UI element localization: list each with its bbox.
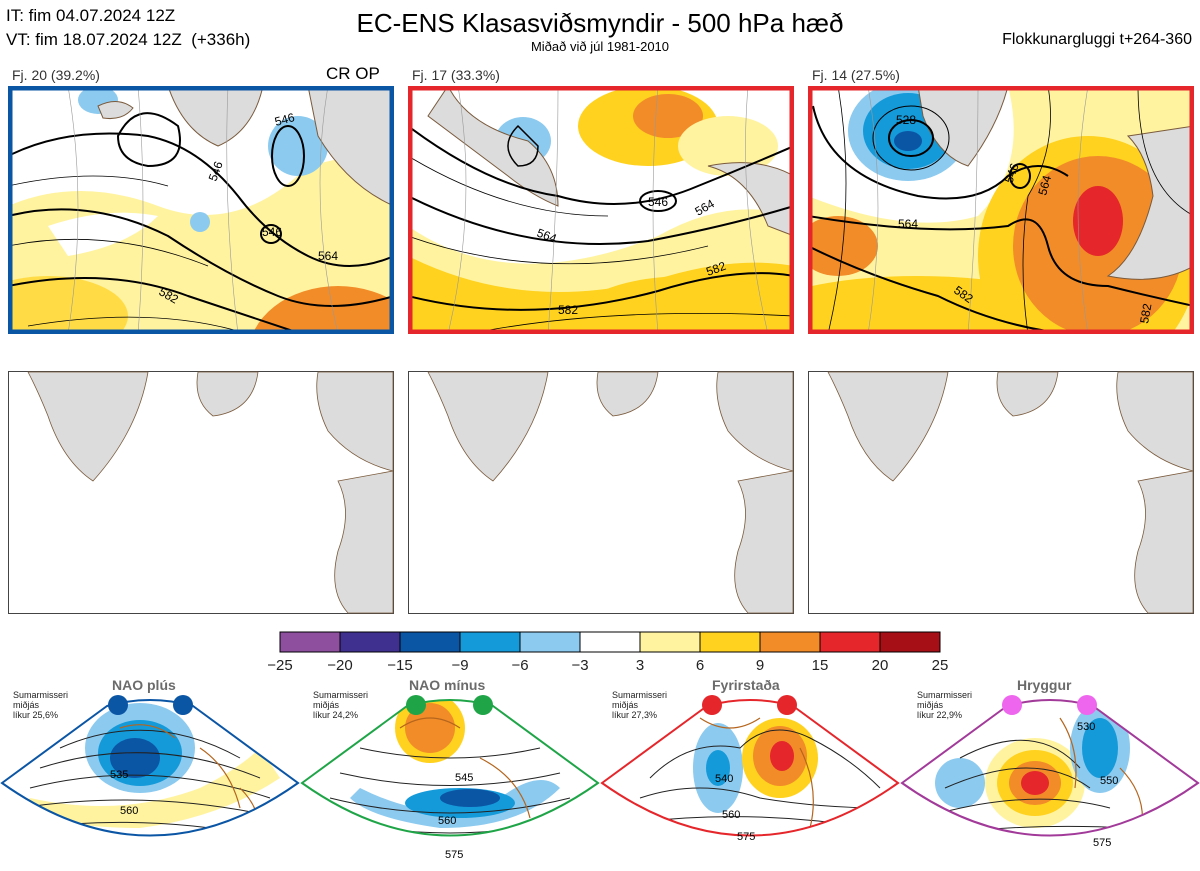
colorbar-tick-label: −25 <box>267 657 292 674</box>
colorbar-swatch <box>579 631 641 653</box>
colorbar-tick-label: 9 <box>756 657 764 674</box>
panel-2-border <box>408 86 794 334</box>
header-info: IT: fim 04.07.2024 12Z VT: fim 18.07.202… <box>6 4 250 52</box>
colorbar-swatch <box>519 631 581 653</box>
cluster-map-3: 528 546 564 564 582 582 <box>808 86 1194 334</box>
valid-time: VT: fim 18.07.2024 12Z (+336h) <box>6 30 251 49</box>
panel-3-label: Fj. 14 (27.5%) <box>812 67 900 83</box>
regime-dot <box>1077 695 1097 715</box>
contour-label: 582 <box>1137 302 1154 324</box>
blank-map-1 <box>8 371 394 614</box>
regime-outline <box>900 699 1200 837</box>
regime-contour-label: 545 <box>455 772 473 784</box>
regime-contour-label: 560 <box>438 815 456 827</box>
panel-1-label: Fj. 20 (39.2%) <box>12 67 100 83</box>
page-subtitle: Miðað við júl 1981-2010 <box>530 39 670 54</box>
regime-name: NAO plús <box>112 677 176 693</box>
window-label: Flokkunargluggi t+264-360 <box>1002 31 1192 48</box>
regime-contour-label: 575 <box>1093 837 1111 849</box>
regime-dot <box>1002 695 1022 715</box>
contour-label: 564 <box>318 249 338 263</box>
colorbar-swatch <box>399 631 461 653</box>
cluster-map-2: 564 546 564 582 582 <box>408 86 794 334</box>
contour-label: 564 <box>535 226 559 246</box>
colorbar-swatch <box>639 631 701 653</box>
regime-name: Hryggur <box>1017 677 1072 693</box>
regime-contour-label: 575 <box>445 849 463 861</box>
initial-time: IT: fim 04.07.2024 12Z <box>6 6 176 25</box>
regime-info: Sumarmisseri miðjás líkur 25,6% <box>13 690 69 720</box>
regime-dot <box>108 695 128 715</box>
contour-label: 582 <box>704 259 728 279</box>
contour-label: 546 <box>1002 161 1022 185</box>
colorbar-tick-label: 20 <box>872 657 889 674</box>
regime-contour-label: 560 <box>722 809 740 821</box>
regime-dot <box>406 695 426 715</box>
colorbar-tick-label: −3 <box>571 657 588 674</box>
regime-outline <box>300 699 600 837</box>
colorbar-swatch <box>819 631 881 653</box>
panel-1-border <box>8 86 394 334</box>
regime-outline <box>600 699 900 837</box>
panel-1-tag: CR OP <box>326 64 380 83</box>
regime-panels: 535 560 545 560 575 540 560 575 530 550 … <box>0 695 1200 861</box>
contour-label: 564 <box>1035 173 1054 196</box>
regime-dot <box>702 695 722 715</box>
regime-info: Sumarmisseri miðjás líkur 22,9% <box>917 690 973 720</box>
regime-contour-label: 535 <box>110 769 128 781</box>
contour-label: 546 <box>262 225 282 239</box>
regime-contour-label: 560 <box>120 805 138 817</box>
contour-label: 546 <box>648 195 668 209</box>
regime-info: Sumarmisseri miðjás líkur 27,3% <box>612 690 668 720</box>
regime-dot <box>473 695 493 715</box>
colorbar-tick-label: −15 <box>387 657 412 674</box>
contour-label: 582 <box>558 303 578 317</box>
colorbar-swatch <box>759 631 821 653</box>
regime-name: NAO mínus <box>409 677 486 693</box>
colorbar-tick-label: −6 <box>511 657 528 674</box>
blank-map-3 <box>808 371 1194 614</box>
colorbar-swatch <box>699 631 761 653</box>
panel-3-border <box>808 86 1194 334</box>
blank-map-2 <box>408 371 794 614</box>
regime-outline <box>0 699 300 837</box>
colorbar-tick-label: 25 <box>932 657 949 674</box>
page-title: EC-ENS Klasasviðsmyndir - 500 hPa hæð <box>356 8 844 38</box>
regime-info: Sumarmisseri miðjás líkur 24,2% <box>313 690 369 720</box>
colorbar-tick-label: −9 <box>451 657 468 674</box>
colorbar-swatch <box>339 631 401 653</box>
colorbar-swatch <box>459 631 521 653</box>
regime-contour-label: 540 <box>715 773 733 785</box>
regime-contour-label: 530 <box>1077 721 1095 733</box>
contour-label: 528 <box>896 113 916 127</box>
regime-dot <box>173 695 193 715</box>
colorbar-swatch <box>279 631 341 653</box>
colorbar-tick-label: 6 <box>696 657 704 674</box>
colorbar-tick-label: −20 <box>327 657 352 674</box>
regime-name: Fyrirstaða <box>712 677 780 693</box>
colorbar-tick-label: 15 <box>812 657 829 674</box>
regime-contour-label: 575 <box>737 831 755 843</box>
contour-label: 546 <box>273 110 296 129</box>
panel-2-label: Fj. 17 (33.3%) <box>412 67 500 83</box>
colorbar: −25 −20 −15 −9 −6 −3 3 6 9 15 20 25 <box>267 631 949 674</box>
colorbar-swatch <box>879 631 941 653</box>
contour-label: 564 <box>898 217 918 231</box>
regime-dot <box>777 695 797 715</box>
cluster-map-1: 546 546 546 564 582 <box>8 86 394 334</box>
colorbar-tick-label: 3 <box>636 657 644 674</box>
regime-contour-label: 550 <box>1100 775 1118 787</box>
contour-label: 546 <box>206 159 226 183</box>
